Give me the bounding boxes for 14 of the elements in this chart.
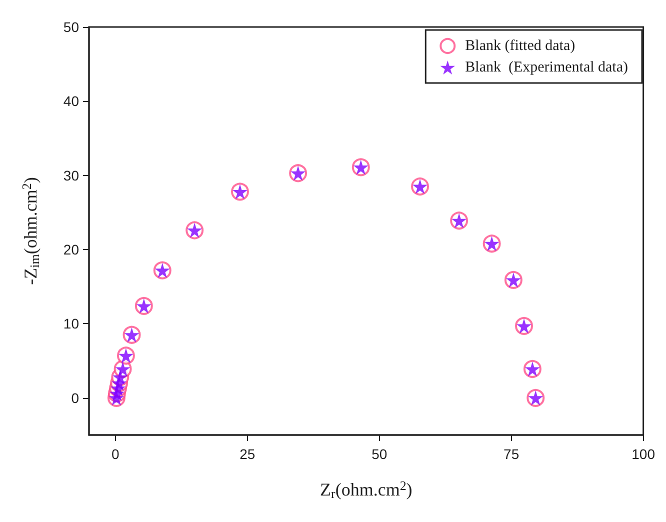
x-tick-label: 25 <box>240 446 256 462</box>
x-tick-label: 0 <box>112 446 120 462</box>
y-tick-label: 10 <box>63 316 80 332</box>
y-tick-label: 50 <box>63 19 80 35</box>
legend-label: Blank (Experimental data) <box>465 60 628 76</box>
y-axis-title: -Zim(ohm.cm2) <box>19 177 42 285</box>
legend-label: Blank (fitted data) <box>465 38 576 54</box>
y-tick-label: 30 <box>63 167 80 184</box>
y-tick-label: 0 <box>71 390 80 406</box>
x-tick-label: 100 <box>632 446 656 462</box>
y-tick-label: 20 <box>63 242 80 258</box>
y-tick-label: 40 <box>63 93 80 110</box>
x-tick-label: 75 <box>504 446 520 462</box>
x-tick-label: 50 <box>372 446 388 462</box>
